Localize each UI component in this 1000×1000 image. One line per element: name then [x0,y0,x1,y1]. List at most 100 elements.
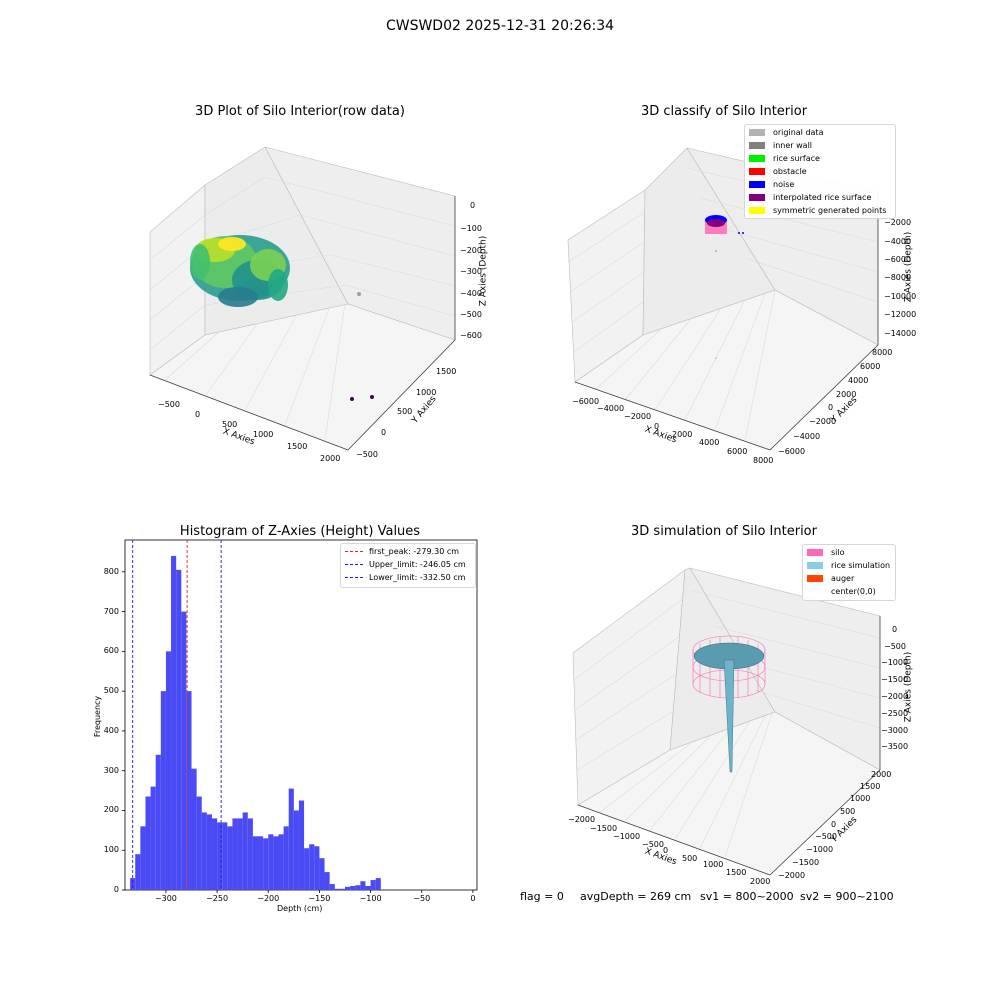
legend-swatch [749,181,765,188]
histogram-bar [319,858,325,890]
panel3-title: Histogram of Z-Axies (Height) Values [179,524,421,539]
footer-sv2: sv2 = 900~2100 [800,890,894,903]
legend-label: original data [773,128,824,137]
panel2-ytick: 2000 [836,390,857,399]
legend-line [345,564,363,565]
panel2-legend: original data inner wall rice surface ob… [744,124,896,219]
legend-label: auger [831,574,855,583]
histogram-bar [217,822,223,890]
legend-swatch [749,168,765,175]
legend-swatch [749,142,765,149]
panel4-ytick: 2000 [871,770,892,779]
y-tick-label: 200 [103,805,119,815]
panel1-title: 3D Plot of Silo Interior(row data) [195,104,405,119]
panel2-ztick: −10000 [884,292,917,301]
panel2-ytick: 4000 [848,376,869,385]
panel1-xtick: 2000 [320,454,341,463]
legend-label: rice surface [773,154,820,163]
legend-label: center(0,0) [831,587,876,596]
panel4-ztick: −2500 [881,709,909,718]
panel2-xtick: 4000 [699,438,720,447]
legend-swatch [749,207,765,214]
histogram-bar [273,836,279,890]
histogram-bar [247,818,253,890]
y-tick-label: 0 [113,885,119,894]
panel2-ztick: −4000 [884,237,912,246]
histogram-bar [283,826,289,890]
histogram-bar [165,651,172,890]
panel2-ztick: −2000 [884,218,912,227]
histogram-bar [339,888,345,890]
footer-flag: flag = 0 [520,890,564,903]
panel1-ytick: 1500 [436,367,457,376]
legend-label: rice simulation [831,561,891,570]
panel1-xtick: −500 [158,400,180,409]
x-tick-label: −200 [257,894,280,903]
histogram-legend: first_peak: -279.30 cm Upper_limit: -246… [340,543,476,588]
histogram-bar [201,812,207,890]
legend-swatch [749,155,765,162]
panel2-xtick: −6000 [572,397,600,406]
panel4-rice-simulation [693,642,765,773]
panel4-ytick: −2000 [778,871,806,880]
panel4-xtick: −500 [642,840,664,849]
panel4-ytick: −1500 [792,858,820,867]
histogram-bar [288,788,294,890]
histogram-bar [227,826,233,890]
histogram-bar [135,854,141,890]
panel2-ytick: 6000 [860,362,881,371]
legend-label: first_peak: -279.30 cm [369,547,460,556]
panel1-ytick: 500 [397,407,413,416]
y-tick-label: 700 [103,606,119,616]
legend-label: obstacle [773,167,807,176]
histogram-bar [309,844,315,890]
panel2-ytick: −6000 [778,447,806,456]
panel4-xtick: −1500 [590,824,618,833]
panel1-ztick: −200 [460,246,482,255]
legend-label: noise [773,180,795,189]
legend-label: Lower_limit: -332.50 cm [369,573,466,582]
legend-swatch [807,562,823,569]
histogram-bar [324,872,330,890]
legend-label: interpolated rice surface [773,193,872,202]
histogram-bar [196,796,202,890]
histogram-bar [130,878,136,890]
panel4-xtick: 0 [663,846,669,855]
legend-line [345,551,363,552]
y-tick-label: 100 [103,845,119,855]
panel1-xtick: 0 [195,410,201,419]
panel4-xtick: −2000 [568,815,596,824]
panel1-3d-raw-plot: −500 0 500 1000 1500 2000 X Axies −500 0… [0,0,500,500]
panel4-ytick: −1000 [806,845,834,854]
panel4-zlabel: Z Axies (Depth) [903,651,914,723]
histogram-bar [222,822,228,890]
panel4-xtick: 2000 [750,877,771,886]
panel4-xtick: 500 [682,854,698,863]
panel2-xtick: −2000 [624,412,652,421]
panel4-ytick: 1000 [850,794,871,803]
histogram-bar [278,834,284,890]
panel1-ytick: 0 [381,428,387,437]
panel1-ztick: −400 [460,289,482,298]
panel2-ytick: −4000 [793,432,821,441]
y-tick-label: 300 [103,765,119,775]
legend-label: inner wall [773,141,813,150]
panel2-xtick: −4000 [597,404,625,413]
panel4-ztick: 0 [892,625,898,634]
histogram-bar [298,800,305,890]
histogram-bar [334,888,340,890]
legend-swatch [749,194,765,201]
histogram-bar [181,611,187,890]
legend-line [345,577,363,578]
panel1-ztick: 0 [470,201,476,210]
histogram-bar [237,818,243,890]
panel2-ytick: 0 [828,403,834,412]
panel4-ytick: 0 [831,820,837,829]
panel2-title: 3D classify of Silo Interior [640,104,808,119]
histogram-bar [258,836,264,890]
y-tick-label: 500 [103,686,119,696]
histogram-xlabel: Depth (cm) [277,904,323,913]
panel1-ztick: −500 [460,310,482,319]
panel2-points [705,215,744,359]
